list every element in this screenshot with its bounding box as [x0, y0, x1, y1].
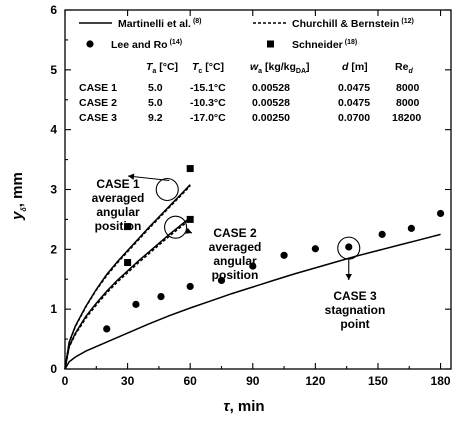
case-table: Ta [°C] Tc [°C] wa [kg/kgDA] d [m] Red C… — [79, 61, 421, 124]
x-tick-label: 30 — [121, 374, 135, 388]
table-row-1-d: 0.0475 — [338, 82, 370, 94]
table-row-1-tc: -15.1°C — [190, 82, 226, 94]
series-schneider-case1-point — [186, 165, 194, 173]
table-row-3-re: 18200 — [392, 112, 421, 124]
table-row-1-case: CASE 1 — [79, 82, 117, 94]
x-tick-label: 0 — [62, 374, 69, 388]
series-lee-and-ro-case3-point — [132, 300, 140, 308]
series-lee-and-ro-case3-point — [280, 251, 288, 259]
table-row-3-case: CASE 3 — [79, 112, 117, 124]
table-row-2-re: 8000 — [396, 97, 420, 109]
series-lee-and-ro-case3-point — [103, 325, 111, 333]
annotation-arrow-head — [128, 173, 135, 180]
table-rows: CASE 1 5.0 -15.1°C 0.00528 0.0475 8000 C… — [79, 82, 421, 124]
series-lee-and-ro-case3-point — [436, 209, 445, 218]
y-tick-label: 2 — [50, 242, 57, 256]
table-row-3-wa: 0.00250 — [252, 112, 290, 124]
legend-schneider: Schneider (18) — [292, 39, 357, 51]
table-header-wa: wa [kg/kgDA] — [250, 61, 310, 75]
series-lee-and-ro-case3-point — [217, 276, 226, 285]
annotation-label: CASE 2 averaged angular position — [209, 226, 262, 282]
series-martinelli-et-al--case2-line — [64, 217, 191, 370]
tick-labels: 0 30 60 90 120 150 180 0 1 2 3 4 5 6 — [50, 3, 451, 388]
annotation-circle — [164, 215, 188, 239]
series-schneider-case2-point — [124, 258, 132, 266]
legend-leero-swatch — [86, 40, 94, 48]
legend-martinelli: Martinelli et al. (8) — [118, 18, 202, 30]
table-row-2-wa: 0.00528 — [252, 97, 290, 109]
y-tick-label: 6 — [50, 3, 57, 17]
annotation-circle — [155, 177, 179, 202]
series-lee-and-ro-case3-point — [378, 230, 386, 238]
legend-schneider-swatch — [267, 40, 274, 48]
table-row-3-ta: 9.2 — [148, 112, 163, 124]
table-row-2-d: 0.0475 — [338, 97, 370, 109]
y-axis-title-unit: , mm — [9, 172, 26, 207]
series-lee-and-ro-case3-point — [407, 224, 415, 232]
legend-churchill: Churchill & Bernstein (12) — [292, 18, 414, 30]
annotation-arrow-line — [127, 175, 170, 182]
table-row-3-d: 0.0700 — [338, 112, 370, 124]
series-lee-and-ro-case3-point — [345, 243, 353, 251]
x-tick-label: 90 — [246, 374, 260, 388]
series-layer — [64, 165, 445, 370]
legend: Martinelli et al. (8) Churchill & Bernste… — [79, 18, 414, 51]
y-axis-title: yδ, mm — [9, 172, 28, 221]
y-axis-title-subscript: δ — [21, 206, 28, 211]
annotation-arrow-head — [345, 274, 352, 280]
y-axis-title-symbol: y — [9, 211, 26, 221]
x-axis-title: τ, min — [223, 398, 264, 415]
table-row-1-ta: 5.0 — [148, 82, 163, 94]
table-row-1-wa: 0.00528 — [252, 82, 290, 94]
series-lee-and-ro-case3-point — [157, 293, 165, 301]
annotation-layer: CASE 1 averaged angular position CASE 2 avera… — [92, 173, 386, 331]
table-row-2-tc: -10.3°C — [190, 97, 226, 109]
table-row-1-re: 8000 — [396, 82, 420, 94]
axis-ticks — [64, 9, 451, 370]
table-row-2-ta: 5.0 — [148, 97, 163, 109]
table-row-2-case: CASE 2 — [79, 97, 117, 109]
x-axis-title-symbol: τ — [223, 398, 230, 415]
series-schneider-case2-point — [186, 215, 194, 223]
table-header-tc: Tc [°C] — [192, 61, 224, 75]
series-lee-and-ro-case3-point — [311, 245, 319, 253]
x-tick-label: 120 — [305, 374, 325, 388]
annotation-label: CASE 3 stagnation point — [325, 289, 386, 331]
x-tick-label: 60 — [184, 374, 198, 388]
series-lee-and-ro-case3-point — [186, 282, 194, 291]
table-header-d: d [m] — [342, 61, 368, 73]
annotation-label: CASE 1 averaged angular position — [92, 177, 145, 233]
series-churchill-bernstein-case1-line — [64, 185, 191, 370]
annotation-arrow-head — [185, 227, 192, 234]
series-martinelli-et-al--case3-line — [64, 233, 441, 370]
legend-leero: Lee and Ro (14) — [111, 39, 182, 51]
x-axis-title-unit: , min — [230, 398, 265, 415]
y-tick-label: 0 — [50, 362, 57, 376]
series-churchill-bernstein-case2-line — [64, 218, 191, 370]
y-tick-label: 1 — [50, 302, 57, 316]
y-tick-label: 4 — [50, 123, 57, 137]
x-tick-label: 150 — [368, 374, 388, 388]
table-row-3-tc: -17.0°C — [190, 112, 226, 124]
series-martinelli-et-al--case1-line — [64, 184, 191, 370]
table-header-ta: Ta [°C] — [146, 61, 178, 75]
x-tick-label: 180 — [431, 374, 451, 388]
series-lee-and-ro-case3-point — [249, 262, 257, 270]
y-tick-label: 3 — [50, 183, 57, 197]
series-schneider-case1-point — [124, 223, 132, 231]
table-header-re: Red — [395, 61, 413, 75]
y-tick-label: 5 — [50, 63, 57, 77]
